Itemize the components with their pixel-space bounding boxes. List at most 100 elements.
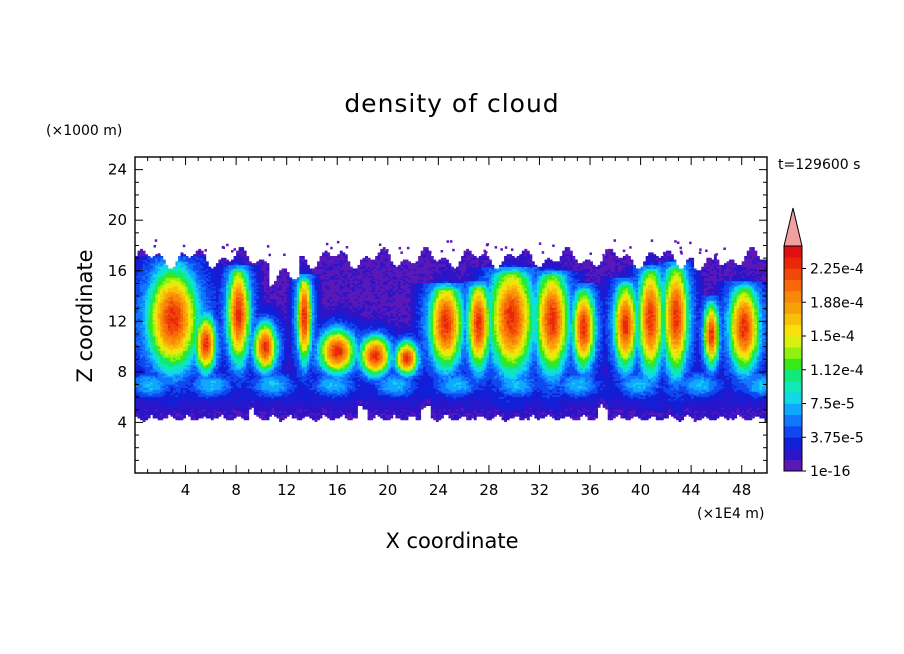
heat-cell — [208, 284, 212, 287]
heat-cell — [165, 366, 169, 369]
heat-cell — [150, 387, 154, 390]
heat-cell — [203, 273, 207, 276]
heat-cell — [223, 368, 227, 371]
heat-cell — [193, 280, 197, 284]
heat-cell — [150, 259, 154, 262]
heat-cell — [198, 327, 202, 330]
heat-cell — [220, 391, 224, 394]
heat-cell — [205, 343, 209, 346]
heat-cell — [210, 389, 214, 392]
heat-cell — [135, 352, 138, 355]
heat-cell — [162, 334, 166, 337]
heat-cell — [152, 403, 156, 406]
heat-cell — [135, 273, 138, 276]
heat-cell — [198, 311, 202, 314]
heat-cell — [223, 325, 227, 328]
heat-cell — [135, 289, 138, 293]
heat-cell — [152, 387, 156, 390]
heat-cell — [145, 369, 149, 373]
heat-cell — [137, 375, 141, 378]
heat-cell — [180, 327, 184, 330]
heat-cell — [137, 270, 141, 273]
heat-cell — [200, 307, 204, 310]
heat-cell — [223, 402, 227, 405]
heat-cell — [155, 272, 159, 275]
heat-cell — [193, 311, 197, 314]
heat-cell — [172, 382, 176, 385]
heat-cell — [210, 357, 214, 360]
heat-cell — [208, 288, 212, 291]
heat-cell — [142, 266, 146, 269]
heat-cell — [155, 277, 159, 280]
heat-cell — [157, 307, 161, 310]
heat-cell — [135, 304, 138, 307]
heat-cell — [172, 394, 176, 398]
heat-cell — [165, 362, 169, 366]
heat-cell — [135, 353, 138, 357]
heat-cell — [172, 416, 176, 419]
heat-cell — [210, 323, 214, 326]
heat-cell — [137, 277, 141, 280]
heat-cell — [135, 407, 138, 410]
heat-cell — [210, 409, 214, 412]
heat-cell — [145, 302, 149, 305]
heat-cell — [190, 316, 194, 319]
heat-cell — [210, 382, 214, 385]
heat-cell — [218, 357, 222, 360]
heat-cell — [145, 357, 149, 360]
heat-cell — [175, 293, 179, 296]
heat-cell — [162, 378, 166, 382]
heat-cell — [205, 321, 209, 325]
heat-cell — [195, 254, 199, 257]
heat-cell — [142, 357, 146, 360]
heat-cell — [220, 316, 224, 319]
heat-cell — [155, 341, 159, 344]
heat-cell — [152, 266, 156, 269]
heat-cell — [145, 291, 149, 294]
heat-cell — [183, 352, 186, 355]
heat-cell — [215, 364, 219, 367]
heat-cell — [157, 272, 161, 275]
heat-cell — [223, 353, 227, 357]
heat-cell — [195, 321, 199, 325]
heat-cell — [140, 307, 143, 310]
heat-cell — [145, 289, 149, 293]
heat-cell — [208, 412, 212, 415]
heat-cell — [152, 371, 156, 374]
heat-cell — [215, 312, 219, 316]
heat-cell — [140, 248, 143, 252]
heat-cell — [142, 402, 146, 405]
heat-cell — [150, 403, 154, 406]
heat-cell — [170, 332, 174, 335]
heat-cell — [165, 296, 169, 300]
heat-cell — [165, 334, 169, 337]
heat-cell — [170, 289, 174, 293]
heat-cell — [147, 371, 151, 374]
heat-cell — [210, 277, 214, 280]
heat-cell — [155, 361, 159, 364]
heat-cell — [167, 409, 171, 412]
heat-cell — [170, 300, 174, 303]
heat-cell — [193, 312, 197, 316]
heat-cell — [180, 405, 184, 408]
heat-cell — [167, 362, 171, 366]
heat-cell — [177, 259, 181, 262]
heat-cell — [185, 293, 189, 296]
heat-cell — [203, 264, 207, 268]
heat-cell — [205, 270, 209, 273]
heat-cell — [183, 409, 186, 412]
heat-cell — [208, 410, 212, 414]
heat-cell — [170, 382, 174, 385]
heat-cell — [162, 327, 166, 330]
heat-cell — [203, 334, 207, 337]
heat-cell — [183, 332, 186, 335]
heat-cell — [157, 284, 161, 287]
heat-cell — [167, 304, 171, 307]
heat-cell — [223, 332, 227, 335]
heat-cell — [193, 361, 197, 364]
heat-cell — [218, 309, 222, 312]
heat-cell — [193, 345, 197, 348]
heat-cell — [190, 416, 194, 419]
heat-cell — [188, 305, 192, 309]
heat-cell — [198, 405, 202, 408]
